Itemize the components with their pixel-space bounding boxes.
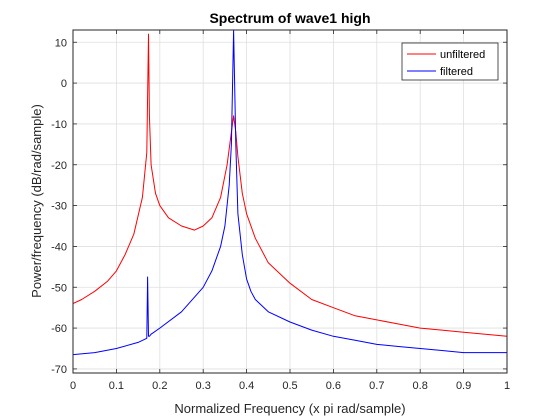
y-tick-label: -30 — [51, 201, 67, 213]
y-tick-label: -40 — [51, 241, 67, 253]
ticks: 0 0.1 0.2 0.3 0.4 0.5 0.6 0.7 0.8 0.9 1 10 0 -10 -20 -3… — [51, 30, 510, 392]
legend-box — [401, 42, 499, 81]
legend-label-filtered: filtered — [440, 66, 473, 78]
x-tick-label: 0.8 — [413, 380, 428, 392]
x-tick-label: 0.1 — [109, 380, 124, 392]
x-tick-label: 0.4 — [239, 380, 254, 392]
y-tick-label: -60 — [51, 323, 67, 335]
x-tick-label: 0.9 — [456, 380, 471, 392]
x-tick-label: 0.7 — [369, 380, 384, 392]
legend: unfiltered filtered — [401, 42, 499, 81]
x-tick-label: 0 — [70, 380, 76, 392]
series-line-unfiltered — [73, 33, 507, 337]
legend-label-unfiltered: unfiltered — [440, 49, 485, 61]
x-axis-label: Normalized Frequency (x pi rad/sample) — [174, 401, 405, 416]
chart-title: Spectrum of wave1 high — [209, 10, 370, 26]
y-tick-label: -50 — [51, 282, 67, 294]
y-tick-label: -20 — [51, 160, 67, 172]
y-axis-label: Power/frequency (dB/rad/sample) — [29, 104, 44, 298]
y-tick-label: 0 — [61, 78, 67, 90]
series-line-filtered — [73, 30, 507, 356]
x-tick-label: 0.2 — [152, 380, 167, 392]
y-tick-label: 10 — [55, 37, 67, 49]
x-tick-label: 0.6 — [326, 380, 341, 392]
x-tick-label: 0.3 — [196, 380, 211, 392]
x-tick-label: 0.5 — [282, 380, 297, 392]
y-tick-label: -70 — [51, 364, 67, 376]
series-layer — [73, 30, 507, 356]
x-tick-label: 1 — [504, 380, 510, 392]
y-tick-label: -10 — [51, 119, 67, 131]
